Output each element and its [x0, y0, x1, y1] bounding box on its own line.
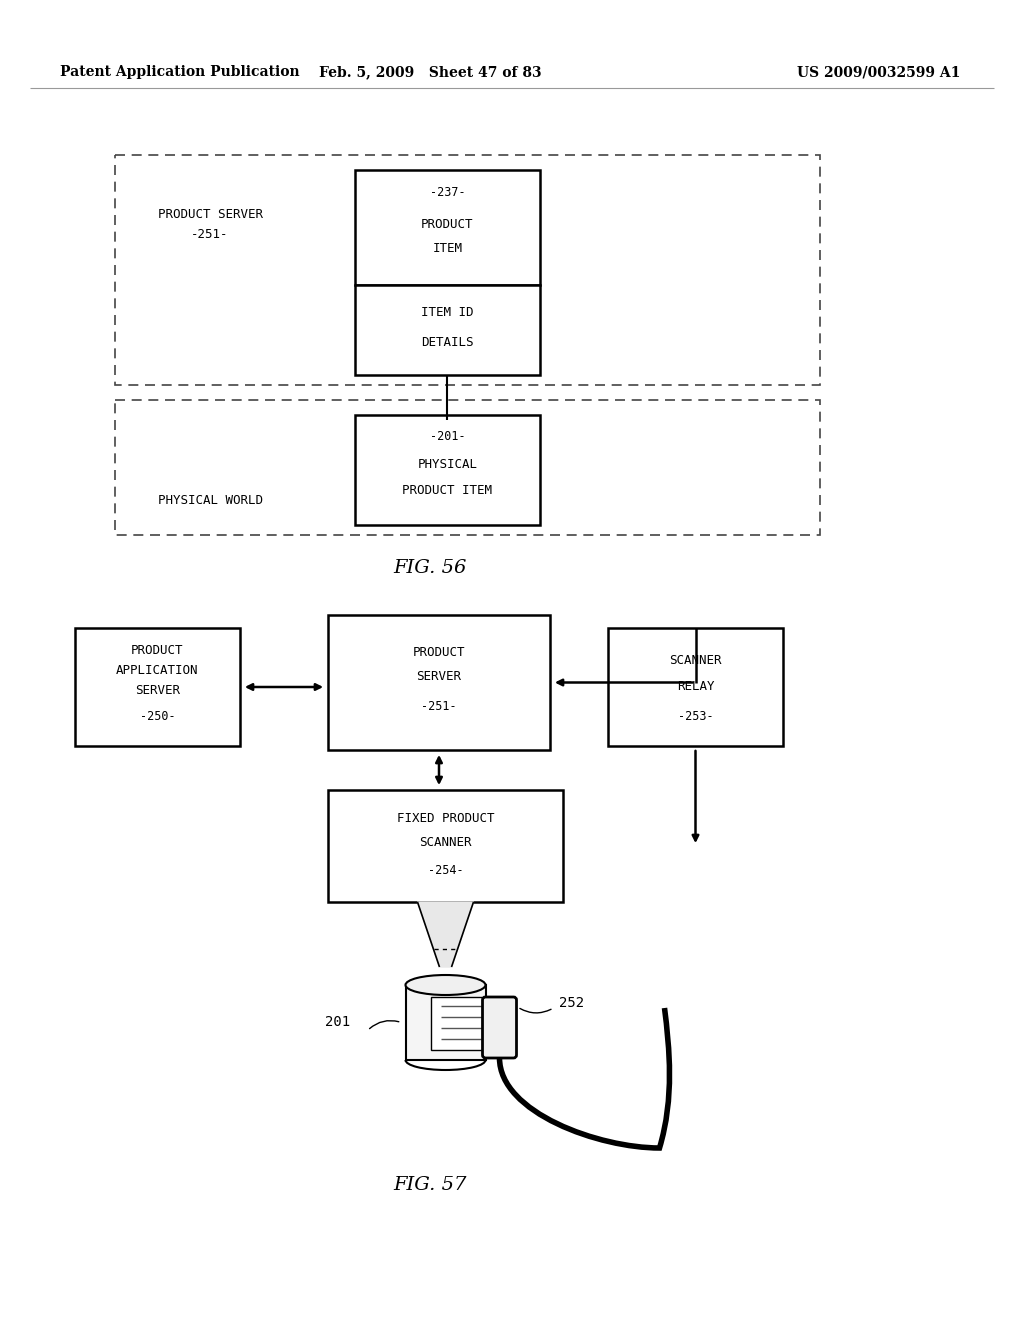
Bar — [608, 628, 783, 746]
Bar — [406, 985, 485, 1060]
Text: DETAILS: DETAILS — [421, 337, 474, 350]
FancyBboxPatch shape — [482, 997, 516, 1059]
Text: PRODUCT: PRODUCT — [421, 219, 474, 231]
Bar — [328, 789, 563, 902]
Text: SERVER: SERVER — [417, 671, 462, 684]
Bar — [355, 170, 540, 285]
Text: -253-: -253- — [678, 710, 714, 722]
Text: ITEM ID: ITEM ID — [421, 306, 474, 319]
Bar — [115, 400, 820, 535]
Text: -251-: -251- — [191, 228, 228, 242]
Text: PRODUCT ITEM: PRODUCT ITEM — [402, 483, 493, 496]
Text: Patent Application Publication: Patent Application Publication — [60, 65, 300, 79]
Text: -250-: -250- — [139, 710, 175, 722]
Ellipse shape — [406, 975, 485, 995]
Text: 201: 201 — [326, 1015, 350, 1030]
Text: APPLICATION: APPLICATION — [117, 664, 199, 676]
Text: FIG. 57: FIG. 57 — [393, 1176, 467, 1195]
Text: SCANNER: SCANNER — [419, 836, 472, 849]
Text: 252: 252 — [558, 997, 584, 1010]
Bar — [355, 414, 540, 525]
Text: SERVER: SERVER — [135, 684, 180, 697]
Bar — [115, 154, 820, 385]
Polygon shape — [418, 902, 473, 968]
Text: PRODUCT: PRODUCT — [413, 647, 465, 660]
Bar — [355, 285, 540, 375]
Text: ITEM: ITEM — [432, 242, 463, 255]
Text: PRODUCT SERVER: PRODUCT SERVER — [158, 209, 262, 222]
Text: PHYSICAL WORLD: PHYSICAL WORLD — [158, 494, 262, 507]
Text: -251-: -251- — [421, 701, 457, 714]
Text: -237-: -237- — [430, 186, 465, 198]
Text: US 2009/0032599 A1: US 2009/0032599 A1 — [797, 65, 961, 79]
Text: PHYSICAL: PHYSICAL — [418, 458, 477, 471]
Text: -254-: -254- — [428, 863, 463, 876]
Text: PRODUCT: PRODUCT — [131, 644, 183, 656]
Bar — [328, 615, 550, 750]
Text: FIXED PRODUCT: FIXED PRODUCT — [396, 812, 495, 825]
Text: FIG. 56: FIG. 56 — [393, 558, 467, 577]
Bar — [75, 628, 240, 746]
Bar — [430, 997, 506, 1049]
Text: Feb. 5, 2009   Sheet 47 of 83: Feb. 5, 2009 Sheet 47 of 83 — [318, 65, 542, 79]
Text: -201-: -201- — [430, 430, 465, 444]
Text: RELAY: RELAY — [677, 680, 715, 693]
Text: SCANNER: SCANNER — [670, 653, 722, 667]
